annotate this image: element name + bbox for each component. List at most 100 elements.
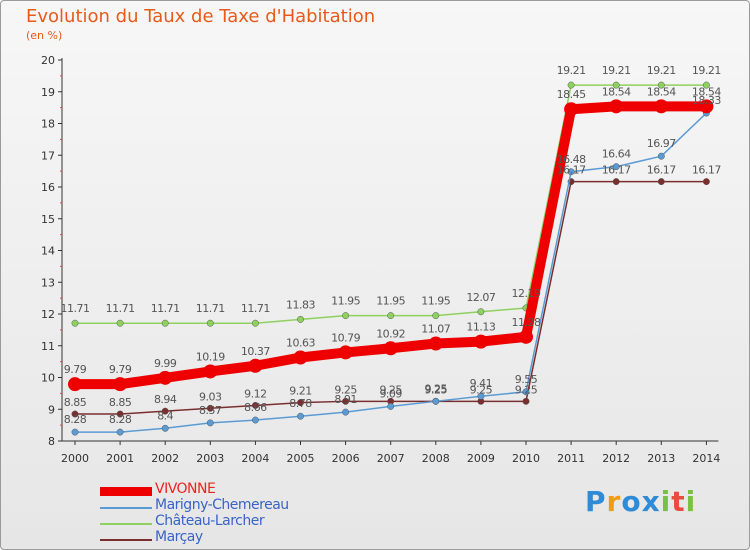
legend-item: Marigny-Chemereau: [100, 497, 400, 515]
data-label: 11.95: [421, 295, 450, 308]
data-label: 19.21: [692, 64, 721, 77]
x-tick-label: 2009: [467, 452, 495, 465]
data-label: 10.92: [376, 327, 405, 340]
data-label: 10.63: [286, 336, 315, 349]
data-point: [71, 319, 79, 327]
data-label: 9.09: [379, 387, 402, 400]
data-point: [387, 402, 395, 410]
data-label: 16.17: [557, 164, 586, 177]
data-point: [702, 178, 710, 186]
chart-subtitle: (en %): [26, 29, 63, 42]
data-point: [609, 99, 624, 114]
x-tick-label: 2012: [602, 452, 630, 465]
data-label: 11.71: [151, 302, 180, 315]
brand-letter: P: [585, 485, 607, 518]
data-label: 11.13: [466, 321, 495, 334]
y-tick-label: 19: [41, 86, 55, 99]
data-label: 18.54: [647, 85, 676, 98]
data-point: [657, 152, 665, 160]
data-point: [206, 319, 214, 327]
data-label: 12.19: [512, 287, 541, 300]
data-point: [161, 407, 169, 415]
data-point: [68, 377, 82, 392]
data-point: [71, 428, 79, 436]
data-point: [612, 163, 620, 171]
chart-title: Evolution du Taux de Taxe d'Habitation: [26, 6, 376, 27]
y-tick-label: 13: [41, 276, 55, 289]
data-label: 9.99: [154, 357, 177, 370]
y-tick-label: 20: [41, 54, 55, 67]
data-point: [116, 410, 124, 418]
data-label: 11.71: [106, 302, 135, 315]
data-label: 16.97: [647, 137, 676, 150]
data-point: [477, 392, 485, 400]
x-tick-label: 2010: [512, 452, 540, 465]
data-label: 9.12: [244, 387, 267, 400]
x-tick-label: 2006: [332, 452, 360, 465]
data-point: [251, 319, 259, 327]
data-label: 18.54: [692, 85, 721, 98]
data-label: 8.91: [334, 393, 357, 406]
data-point: [297, 315, 304, 323]
legend-swatch: [100, 507, 152, 509]
legend-item: Marçay: [100, 529, 400, 547]
data-point: [342, 397, 350, 405]
x-tick-label: 2013: [647, 452, 675, 465]
data-point: [612, 81, 620, 89]
y-tick-label: 12: [41, 308, 55, 321]
brand-letter: t: [671, 485, 686, 518]
data-label: 10.79: [331, 331, 360, 344]
data-point: [567, 168, 575, 176]
y-tick-label: 18: [41, 118, 55, 131]
data-label: 19.21: [647, 64, 676, 77]
data-label: 19.21: [602, 64, 631, 77]
data-label: 18.33: [692, 94, 721, 107]
y-tick-label: 8: [48, 435, 55, 448]
data-label: 10.37: [241, 345, 270, 358]
brand-letter: o: [621, 485, 642, 518]
x-tick-label: 2005: [287, 452, 315, 465]
x-tick-label: 2007: [377, 452, 405, 465]
data-label: 11.83: [286, 298, 315, 311]
data-point: [477, 308, 485, 316]
data-label: 9.25: [470, 383, 493, 396]
y-tick-label: 16: [41, 181, 55, 194]
legend-swatch: [100, 539, 152, 541]
data-point: [251, 401, 259, 409]
y-tick-label: 11: [41, 340, 55, 353]
data-label: 9.41: [470, 377, 493, 390]
data-point: [567, 81, 575, 89]
y-tick-label: 9: [48, 403, 55, 416]
data-label: 10.19: [196, 350, 225, 363]
data-point: [297, 399, 304, 407]
data-point: [248, 358, 263, 373]
brand-letter: x: [641, 485, 661, 518]
brand-letter: i: [685, 485, 697, 518]
data-point: [432, 397, 440, 405]
data-point: [564, 102, 579, 117]
data-label: 8.66: [244, 401, 267, 414]
legend-label: Château-Larcher: [155, 513, 265, 529]
data-label: 16.64: [602, 148, 631, 161]
data-label: 12.07: [466, 291, 495, 304]
data-label: 11.28: [512, 316, 541, 329]
x-tick-label: 2002: [151, 452, 179, 465]
data-label: 11.71: [61, 302, 90, 315]
data-label: 16.17: [692, 164, 721, 177]
y-tick-label: 17: [41, 149, 55, 162]
data-label: 9.25: [379, 383, 402, 396]
data-point: [161, 424, 169, 432]
x-tick-label: 2014: [692, 452, 720, 465]
data-point: [428, 336, 443, 351]
data-point: [293, 350, 308, 365]
data-point: [387, 312, 395, 320]
y-tick-label: 10: [41, 372, 55, 385]
data-point: [699, 99, 714, 114]
data-point: [161, 319, 169, 327]
data-label: 9.25: [425, 382, 448, 395]
y-tick-label: 14: [41, 245, 55, 258]
data-label: 8.85: [109, 396, 132, 409]
brand-letter: r: [606, 485, 622, 518]
data-label: 9.03: [199, 390, 222, 403]
